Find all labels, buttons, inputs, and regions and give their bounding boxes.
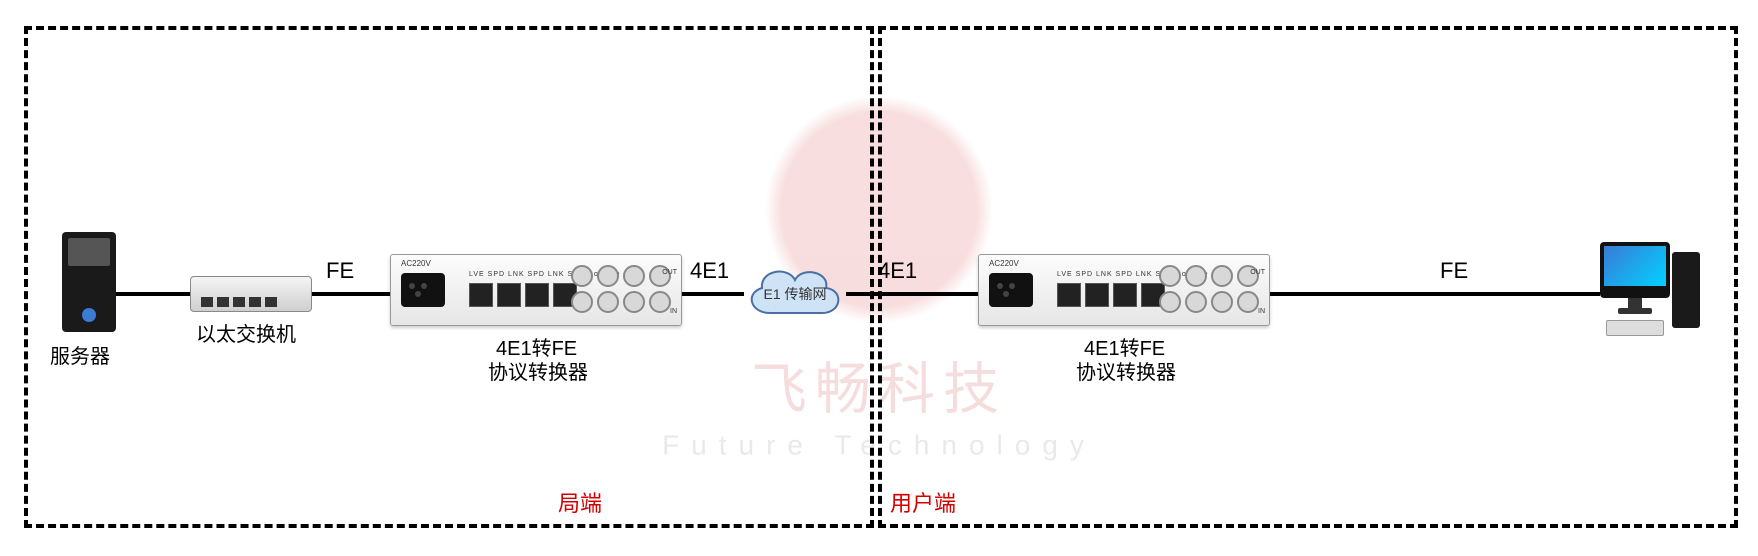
client-pc-icon (1600, 242, 1700, 342)
link-label-4e1-1: 4E1 (690, 258, 729, 284)
rj45-ports-icon (1057, 283, 1165, 307)
link-switch-conv (310, 292, 390, 296)
converter-right-icon: AC220V LVE SPD LNK SPD LNK SPD Console O… (978, 254, 1270, 326)
link-label-fe-1: FE (326, 258, 354, 284)
keyboard-icon (1606, 320, 1664, 336)
power-socket-icon (401, 273, 445, 307)
link-label-4e1-2: 4E1 (878, 258, 917, 284)
bnc-in-label: IN (1258, 308, 1265, 315)
user-side-label: 用户端 (890, 486, 956, 518)
bnc-ports-icon (1159, 265, 1257, 313)
converter-right-ac-label: AC220V (989, 259, 1019, 268)
server-icon (62, 232, 116, 332)
server-label: 服务器 (50, 340, 110, 369)
ethernet-switch-label: 以太交换机 (196, 318, 296, 347)
link-conv-cloud (680, 292, 744, 296)
bnc-ports-icon (571, 265, 669, 313)
converter-left-label-2: 协议转换器 (488, 356, 588, 385)
monitor-icon (1600, 242, 1670, 298)
converter-left-ac-label: AC220V (401, 259, 431, 268)
bnc-out-label: OUT (1250, 269, 1265, 276)
pc-tower-icon (1672, 252, 1700, 328)
power-socket-icon (989, 273, 1033, 307)
link-label-fe-2: FE (1440, 258, 1468, 284)
bnc-out-label: OUT (662, 269, 677, 276)
converter-right-label-2: 协议转换器 (1076, 356, 1176, 385)
link-server-switch (116, 292, 190, 296)
bnc-in-label: IN (670, 308, 677, 315)
link-cloud-conv (846, 292, 978, 296)
converter-left-icon: AC220V LVE SPD LNK SPD LNK SPD Console O… (390, 254, 682, 326)
local-side-label: 局端 (558, 486, 602, 518)
rj45-ports-icon (469, 283, 577, 307)
cloud-label: E1 传输网 (740, 284, 850, 304)
cloud-icon: E1 传输网 (740, 258, 850, 328)
link-conv-pc (1268, 292, 1600, 296)
ethernet-switch-icon (190, 276, 312, 312)
